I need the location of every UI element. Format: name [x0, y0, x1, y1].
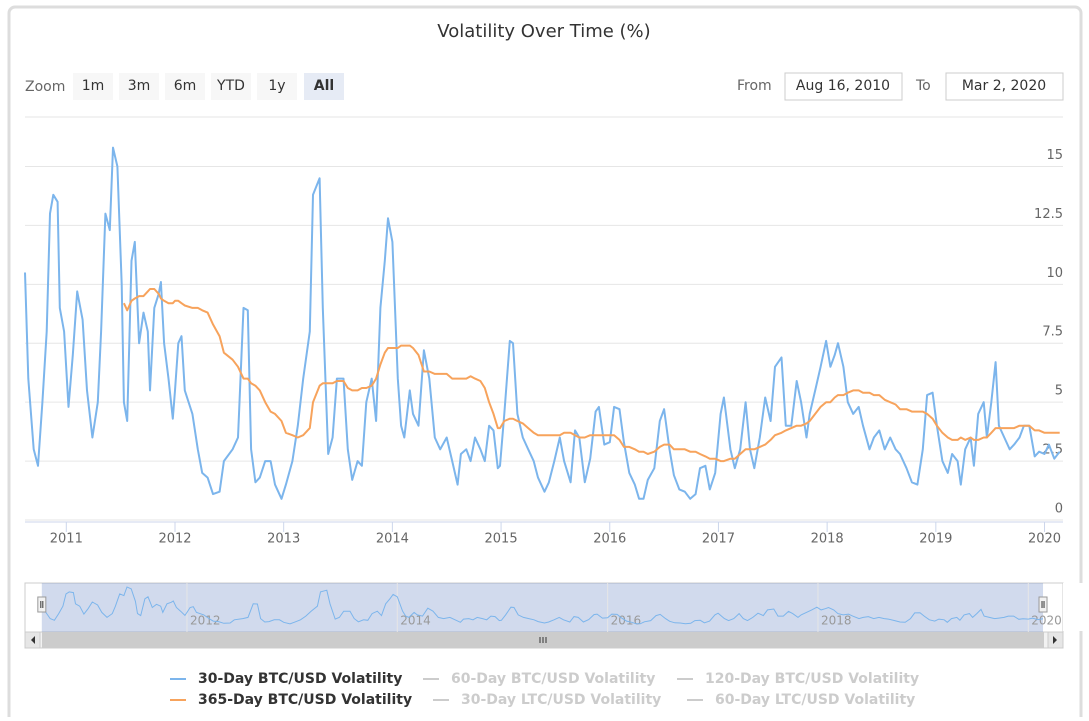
x-tick-label: 2011 [50, 532, 83, 547]
zoom-button[interactable] [304, 73, 344, 100]
y-tick-label: 0 [1055, 502, 1063, 517]
navigator-handle[interactable] [37, 596, 47, 613]
navigator-mask [41, 583, 1044, 632]
x-tick-label: 2015 [485, 532, 518, 547]
x-tick-label: 2020 [1028, 532, 1061, 547]
arrow-left [31, 636, 35, 644]
zoom-button[interactable] [119, 73, 159, 100]
series-line [24, 146, 1061, 500]
zoom-button-label[interactable]: 6m [174, 78, 197, 94]
to-value[interactable]: Mar 2, 2020 [962, 78, 1046, 94]
zoom-button[interactable] [211, 73, 251, 100]
zoom-button-label[interactable]: 1y [268, 78, 285, 94]
legend-label[interactable]: 365-Day BTC/USD Volatility [198, 692, 412, 708]
handle-grip [1041, 601, 1045, 608]
scrollbar-grip [539, 637, 547, 643]
from-input[interactable] [784, 72, 903, 101]
navigator-tick-label: 2020 [1031, 614, 1062, 628]
arrow-right [1053, 636, 1057, 644]
to-label: To [915, 78, 931, 94]
from-value[interactable]: Aug 16, 2010 [796, 78, 890, 94]
x-tick-label: 2016 [593, 532, 626, 547]
x-tick-label: 2019 [919, 532, 952, 547]
x-tick-label: 2018 [811, 532, 844, 547]
x-tick-label: 2012 [158, 532, 191, 547]
y-tick-label: 10 [1046, 266, 1063, 281]
y-tick-label: 12.5 [1034, 207, 1063, 222]
y-tick-label: 5 [1055, 384, 1063, 399]
zoom-button-label[interactable]: All [314, 78, 334, 94]
legend-label[interactable]: 30-Day LTC/USD Volatility [461, 692, 661, 708]
legend-label[interactable]: 60-Day BTC/USD Volatility [451, 671, 655, 687]
navigator-handle[interactable] [1038, 596, 1048, 613]
zoom-button-label[interactable]: YTD [216, 78, 245, 94]
zoom-label: Zoom [25, 79, 65, 95]
navigator-clip [1063, 583, 1089, 631]
navigator-line [41, 586, 1044, 625]
navigator-frame [24, 582, 1064, 633]
series-line [122, 288, 1060, 463]
chart-title: Volatility Over Time (%) [437, 21, 650, 42]
x-tick-label: 2013 [267, 532, 300, 547]
x-tick-label: 2014 [376, 532, 409, 547]
y-tick-label: 7.5 [1042, 325, 1063, 340]
from-label: From [737, 78, 772, 94]
legend-label[interactable]: 30-Day BTC/USD Volatility [198, 671, 402, 687]
legend-label[interactable]: 120-Day BTC/USD Volatility [705, 671, 919, 687]
zoom-button[interactable] [257, 73, 297, 100]
zoom-button-label[interactable]: 3m [128, 78, 151, 94]
zoom-button[interactable] [165, 73, 205, 100]
legend-label[interactable]: 60-Day LTC/USD Volatility [715, 692, 915, 708]
frame [7, 5, 1083, 721]
x-tick-label: 2017 [702, 532, 735, 547]
navigator-tick-label: 2018 [821, 614, 852, 628]
to-input[interactable] [945, 72, 1064, 101]
zoom-button-label[interactable]: 1m [82, 78, 105, 94]
zoom-button[interactable] [73, 73, 113, 100]
navigator-tick-label: 2012 [190, 614, 221, 628]
y-tick-label: 15 [1046, 148, 1063, 163]
handle-grip [40, 601, 44, 608]
